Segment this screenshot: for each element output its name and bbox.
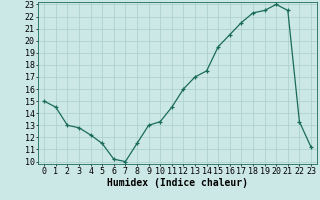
X-axis label: Humidex (Indice chaleur): Humidex (Indice chaleur) [107, 178, 248, 188]
